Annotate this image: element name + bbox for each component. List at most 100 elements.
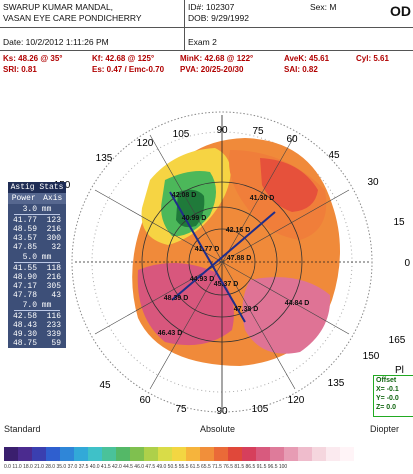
axis-label: 105: [252, 404, 269, 415]
astig-power: 43.57: [13, 234, 38, 243]
axis-label: 15: [393, 217, 405, 228]
astig-row: 47.78 43: [8, 291, 66, 300]
astig-axis: 305: [46, 282, 61, 291]
astig-col-headers: Power Axis: [8, 193, 66, 204]
astig-zone-label: 3.0 mm: [14, 205, 60, 215]
astig-zone-label: 5.0 mm: [14, 253, 60, 263]
exam-number: Exam 2: [188, 37, 217, 47]
eye-label: OD: [390, 3, 411, 19]
axis-label: 90: [216, 406, 228, 417]
astig-power: 47.78: [13, 291, 38, 300]
axis-label: 150: [363, 351, 380, 362]
axis-label: 45: [328, 150, 340, 161]
patient-dob: DOB: 9/29/1992: [188, 13, 249, 23]
scale-swatch: [144, 447, 158, 461]
astig-axis-steep: [171, 211, 276, 301]
map-value: 44.84 D: [285, 300, 310, 307]
patient-name: SWARUP KUMAR MANDAL,: [3, 2, 114, 12]
astig-row: 47.17 305: [8, 282, 66, 291]
scale-swatch: [18, 447, 32, 461]
map-value: 47.88 D: [227, 255, 252, 262]
axis-label: 165: [389, 335, 406, 346]
scale-swatch: [74, 447, 88, 461]
map-value: 41.77 D: [195, 246, 220, 253]
scale-numbers: 0.0 11.0 18.0 21.0 28.0 35.0 37.0 37.5 4…: [4, 464, 288, 470]
offset-z: Z= 0.0: [376, 404, 397, 411]
pl-label: Pl: [395, 365, 404, 376]
scale-swatch: [312, 447, 326, 461]
axis-label: 30: [367, 177, 379, 188]
astig-power: 47.85: [13, 243, 38, 252]
astig-power: 48.90: [13, 273, 38, 282]
astig-row: 41.55 118: [8, 264, 66, 273]
offset-panel: Offset X= -0.1 Y= -0.0 Z= 0.0: [373, 375, 413, 417]
astig-power: 41.55: [13, 264, 38, 273]
zone-7mm: [141, 181, 303, 343]
zone-3mm: [188, 228, 256, 296]
scale-swatch: [340, 447, 354, 461]
astig-axis: 300: [46, 234, 61, 243]
axis-label: 60: [286, 134, 298, 145]
zone-5mm: [166, 206, 278, 318]
axis-header: Axis: [43, 194, 63, 203]
axis-label: 75: [252, 126, 264, 137]
scale-swatch: [298, 447, 312, 461]
sri-value: SRI: 0.81: [3, 65, 37, 74]
scale-swatch: [270, 447, 284, 461]
scale-swatch: [242, 447, 256, 461]
axis-label: 135: [328, 378, 345, 389]
power-header: Power: [11, 194, 36, 203]
astig-axis-flat: [169, 191, 246, 323]
astig-power: 41.77: [13, 216, 38, 225]
map-value: 47.38 D: [234, 306, 259, 313]
scale-swatch: [32, 447, 46, 461]
map-value: 41.30 D: [250, 195, 275, 202]
astig-axis: 59: [51, 339, 61, 348]
axis-label: 120: [137, 138, 154, 149]
astig-row: 43.57 300: [8, 234, 66, 243]
meridian-30: [94, 189, 350, 335]
astig-axis: 116: [46, 312, 61, 321]
axis-label: 45: [99, 380, 111, 391]
astig-row: 49.30 339: [8, 330, 66, 339]
scale-absolute-label: Absolute: [200, 424, 236, 434]
map-value: 46.43 D: [158, 330, 183, 337]
sai-value: SAI: 0.82: [284, 65, 318, 74]
astig-axis: 43: [51, 291, 61, 300]
scale-swatch: [60, 447, 74, 461]
scale-swatch: [116, 447, 130, 461]
map-value: 48.39 D: [164, 295, 189, 302]
scale-swatch: [4, 447, 18, 461]
astig-row: 47.85 32: [8, 243, 66, 252]
map-value: 42.08 D: [172, 192, 197, 199]
offset-y: Y= -0.0: [376, 395, 399, 402]
astig-title: Astig Stats: [8, 182, 66, 193]
map-value: 40.99 D: [182, 215, 207, 222]
outer-ring: [71, 111, 373, 413]
axis-label: 75: [175, 404, 187, 415]
scale-swatch: [46, 447, 60, 461]
topography-map[interactable]: 90 105 120 135 150 165 0 15 30 45 60 75 …: [0, 95, 413, 420]
scale-swatch: [186, 447, 200, 461]
astig-stats-panel: Astig Stats Power Axis 3.0 mm 41.77 123 48.…: [8, 182, 66, 348]
scale-swatch: [158, 447, 172, 461]
axis-label: 105: [173, 129, 190, 140]
astig-axis: 216: [46, 273, 61, 282]
astig-row: 41.77 123: [8, 216, 66, 225]
astig-axis: 233: [46, 321, 61, 330]
astig-power: 49.30: [13, 330, 38, 339]
mink-value: MinK: 42.68 @ 122°: [180, 54, 254, 63]
header-divider: [184, 0, 185, 50]
astig-axis: 216: [46, 225, 61, 234]
scale-swatch: [284, 447, 298, 461]
scale-swatch: [130, 447, 144, 461]
astig-row: 48.43 233: [8, 321, 66, 330]
astig-row: 48.75 59: [8, 339, 66, 348]
astig-power: 47.17: [13, 282, 38, 291]
clinic-name: VASAN EYE CARE PONDICHERRY: [3, 13, 142, 23]
es-value: Es: 0.47 / Emc-0.70: [92, 65, 165, 74]
scale-swatch: [172, 447, 186, 461]
map-value: 42.16 D: [226, 227, 251, 234]
scale-standard-label: Standard: [4, 424, 41, 434]
scale-swatch: [102, 447, 116, 461]
